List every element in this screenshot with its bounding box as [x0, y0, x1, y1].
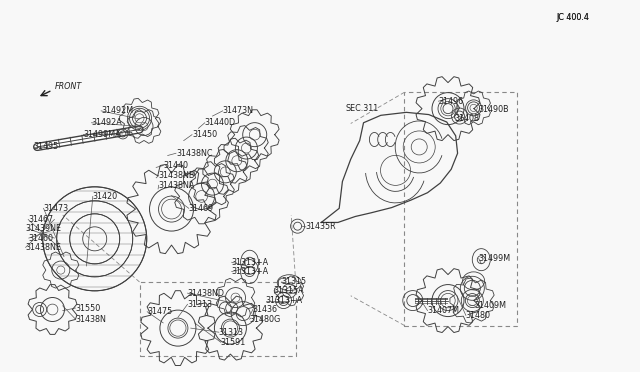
Text: 31420: 31420 [93, 192, 118, 201]
Text: 31440: 31440 [163, 161, 188, 170]
Text: 31450: 31450 [192, 130, 217, 139]
Text: JC 400.4: JC 400.4 [557, 13, 589, 22]
Text: 31460: 31460 [28, 234, 53, 243]
Text: 31499MA: 31499MA [83, 130, 121, 139]
Text: 31313: 31313 [188, 300, 212, 309]
Text: SEC.311: SEC.311 [346, 104, 379, 113]
Text: 31480: 31480 [466, 311, 491, 320]
Text: 31473: 31473 [44, 204, 68, 213]
Text: 31469: 31469 [189, 204, 214, 213]
Text: 31313+A: 31313+A [232, 258, 269, 267]
Text: 31315: 31315 [282, 278, 307, 286]
Text: 31438NA: 31438NA [159, 181, 195, 190]
Text: 31475: 31475 [147, 307, 172, 316]
Text: 31439NE: 31439NE [26, 224, 61, 233]
Text: 31492M: 31492M [101, 106, 133, 115]
Text: 31438NE: 31438NE [26, 243, 61, 252]
Text: 31490B: 31490B [479, 105, 509, 114]
Text: 31473N: 31473N [223, 106, 253, 115]
Text: 31409M: 31409M [475, 301, 507, 310]
Text: FRONT: FRONT [54, 82, 82, 91]
Text: JC 400.4: JC 400.4 [557, 13, 589, 22]
Text: 31435R: 31435R [306, 222, 337, 231]
Text: 31438NC: 31438NC [176, 149, 212, 158]
Text: 31440D: 31440D [205, 118, 236, 127]
Text: 31438NB: 31438NB [159, 171, 195, 180]
Text: 31438N: 31438N [76, 315, 106, 324]
Text: 31550: 31550 [76, 304, 100, 312]
Text: 31313+A: 31313+A [266, 296, 303, 305]
Text: 31438ND: 31438ND [188, 289, 225, 298]
Text: 31480G: 31480G [250, 315, 281, 324]
Text: 31591: 31591 [221, 338, 246, 347]
Text: 31499M: 31499M [479, 254, 511, 263]
Bar [140, 282, 296, 356]
Text: 31436: 31436 [253, 305, 278, 314]
Text: 31467: 31467 [28, 215, 53, 224]
Text: 31315A: 31315A [274, 286, 305, 295]
Text: 31408: 31408 [454, 114, 479, 123]
Text: 31407M: 31407M [428, 306, 460, 315]
Text: 31313: 31313 [219, 328, 244, 337]
Text: 31313+A: 31313+A [232, 267, 269, 276]
Text: 31495: 31495 [33, 142, 58, 151]
Bar [404, 92, 517, 326]
Text: 31492A: 31492A [92, 118, 122, 127]
Text: 31496: 31496 [438, 97, 463, 106]
